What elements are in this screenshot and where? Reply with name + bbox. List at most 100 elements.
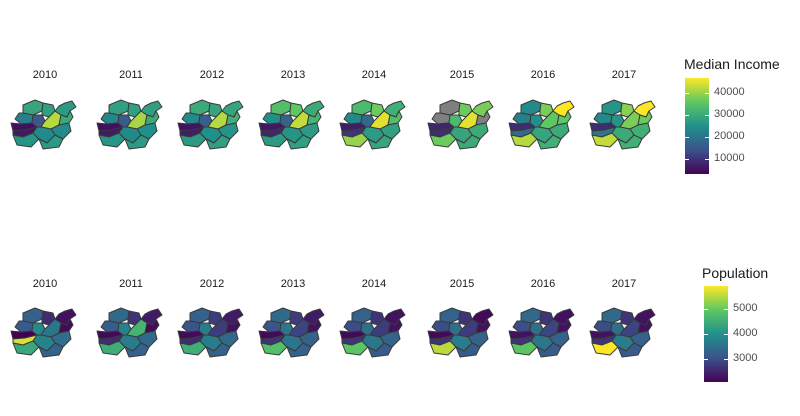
map-population-2015 — [427, 307, 494, 358]
year-label-population-2014: 2014 — [362, 278, 386, 290]
region-13 — [536, 342, 562, 358]
year-label-income-2010: 2010 — [33, 69, 57, 81]
region-2 — [593, 112, 613, 125]
region-13 — [367, 134, 393, 150]
colorbar-tick — [704, 334, 708, 335]
region-2 — [100, 320, 120, 333]
region-2 — [593, 320, 613, 333]
map-income-2011 — [96, 99, 163, 150]
year-label-income-2016: 2016 — [531, 69, 555, 81]
region-1 — [189, 307, 211, 324]
region-2 — [262, 112, 282, 125]
region-1 — [22, 99, 44, 116]
colorbar-tick — [705, 115, 709, 117]
region-1 — [439, 99, 461, 116]
tick-label-income: 30000 — [714, 108, 745, 121]
year-label-income-2015: 2015 — [450, 69, 474, 81]
map-income-2013 — [258, 99, 325, 150]
colorbar-tick — [704, 308, 708, 310]
region-2 — [262, 320, 282, 333]
year-label-income-2012: 2012 — [200, 69, 224, 81]
tick-label-population: 5000 — [733, 301, 758, 314]
map-population-2010 — [10, 307, 77, 358]
region-13 — [617, 342, 643, 358]
map-income-2016 — [508, 99, 575, 150]
legend-title-income: Median Income — [684, 56, 780, 72]
colorbar-tick — [705, 93, 709, 95]
region-2 — [181, 112, 201, 125]
region-2 — [343, 112, 363, 125]
region-13 — [205, 342, 231, 358]
region-1 — [520, 99, 542, 116]
region-13 — [38, 134, 64, 150]
tick-label-income: 40000 — [714, 86, 745, 99]
map-population-2012 — [177, 307, 244, 358]
region-1 — [108, 99, 130, 116]
region-13 — [38, 342, 64, 358]
region-2 — [14, 112, 34, 125]
map-population-2017 — [589, 307, 656, 358]
year-label-population-2012: 2012 — [200, 278, 224, 290]
region-1 — [270, 307, 292, 324]
year-label-population-2017: 2017 — [612, 278, 636, 290]
region-2 — [343, 320, 363, 333]
region-1 — [22, 307, 44, 324]
tick-label-population: 4000 — [733, 327, 758, 339]
tick-label-population: 3000 — [733, 352, 758, 365]
map-income-2014 — [339, 99, 406, 150]
year-label-population-2010: 2010 — [33, 278, 57, 290]
region-2 — [181, 320, 201, 333]
region-13 — [124, 134, 150, 150]
region-13 — [286, 134, 312, 150]
region-1 — [108, 307, 130, 324]
year-label-income-2011: 2011 — [119, 69, 143, 81]
year-label-income-2013: 2013 — [281, 69, 305, 81]
map-population-2016 — [508, 307, 575, 358]
region-1 — [270, 99, 292, 116]
map-income-2012 — [177, 99, 244, 150]
year-label-population-2013: 2013 — [281, 278, 305, 290]
region-2 — [14, 320, 34, 333]
map-income-2017 — [589, 99, 656, 150]
year-label-income-2017: 2017 — [612, 69, 636, 81]
year-label-population-2016: 2016 — [531, 278, 555, 290]
region-1 — [601, 307, 623, 324]
region-13 — [367, 342, 393, 358]
map-income-2015 — [427, 99, 494, 150]
region-1 — [351, 307, 373, 324]
colorbar-tick — [724, 308, 728, 310]
region-2 — [512, 112, 532, 125]
colorbar-tick — [724, 334, 728, 335]
region-13 — [536, 134, 562, 150]
colorbar-tick — [685, 136, 689, 138]
tick-label-income: 10000 — [714, 151, 745, 164]
year-label-population-2015: 2015 — [450, 278, 474, 290]
colorbar-tick — [704, 359, 708, 361]
region-1 — [601, 99, 623, 116]
region-2 — [431, 112, 451, 125]
colorbar-tick — [705, 136, 709, 138]
year-label-income-2014: 2014 — [362, 69, 386, 81]
tick-label-income: 20000 — [714, 129, 745, 142]
legend-title-population: Population — [702, 265, 769, 281]
colorbar-tick — [685, 115, 689, 117]
map-population-2014 — [339, 307, 406, 358]
map-population-2013 — [258, 307, 325, 358]
region-2 — [512, 320, 532, 333]
colorbar-tick — [685, 93, 689, 95]
region-13 — [205, 134, 231, 150]
region-13 — [124, 342, 150, 358]
year-label-population-2011: 2011 — [119, 278, 143, 290]
region-13 — [286, 342, 312, 358]
region-13 — [617, 134, 643, 150]
map-population-2011 — [96, 307, 163, 358]
region-1 — [189, 99, 211, 116]
colorbar-tick — [685, 158, 689, 160]
region-1 — [439, 307, 461, 324]
region-1 — [351, 99, 373, 116]
region-13 — [455, 342, 481, 358]
region-13 — [455, 134, 481, 150]
colorbar-tick — [724, 359, 728, 361]
region-2 — [431, 320, 451, 333]
